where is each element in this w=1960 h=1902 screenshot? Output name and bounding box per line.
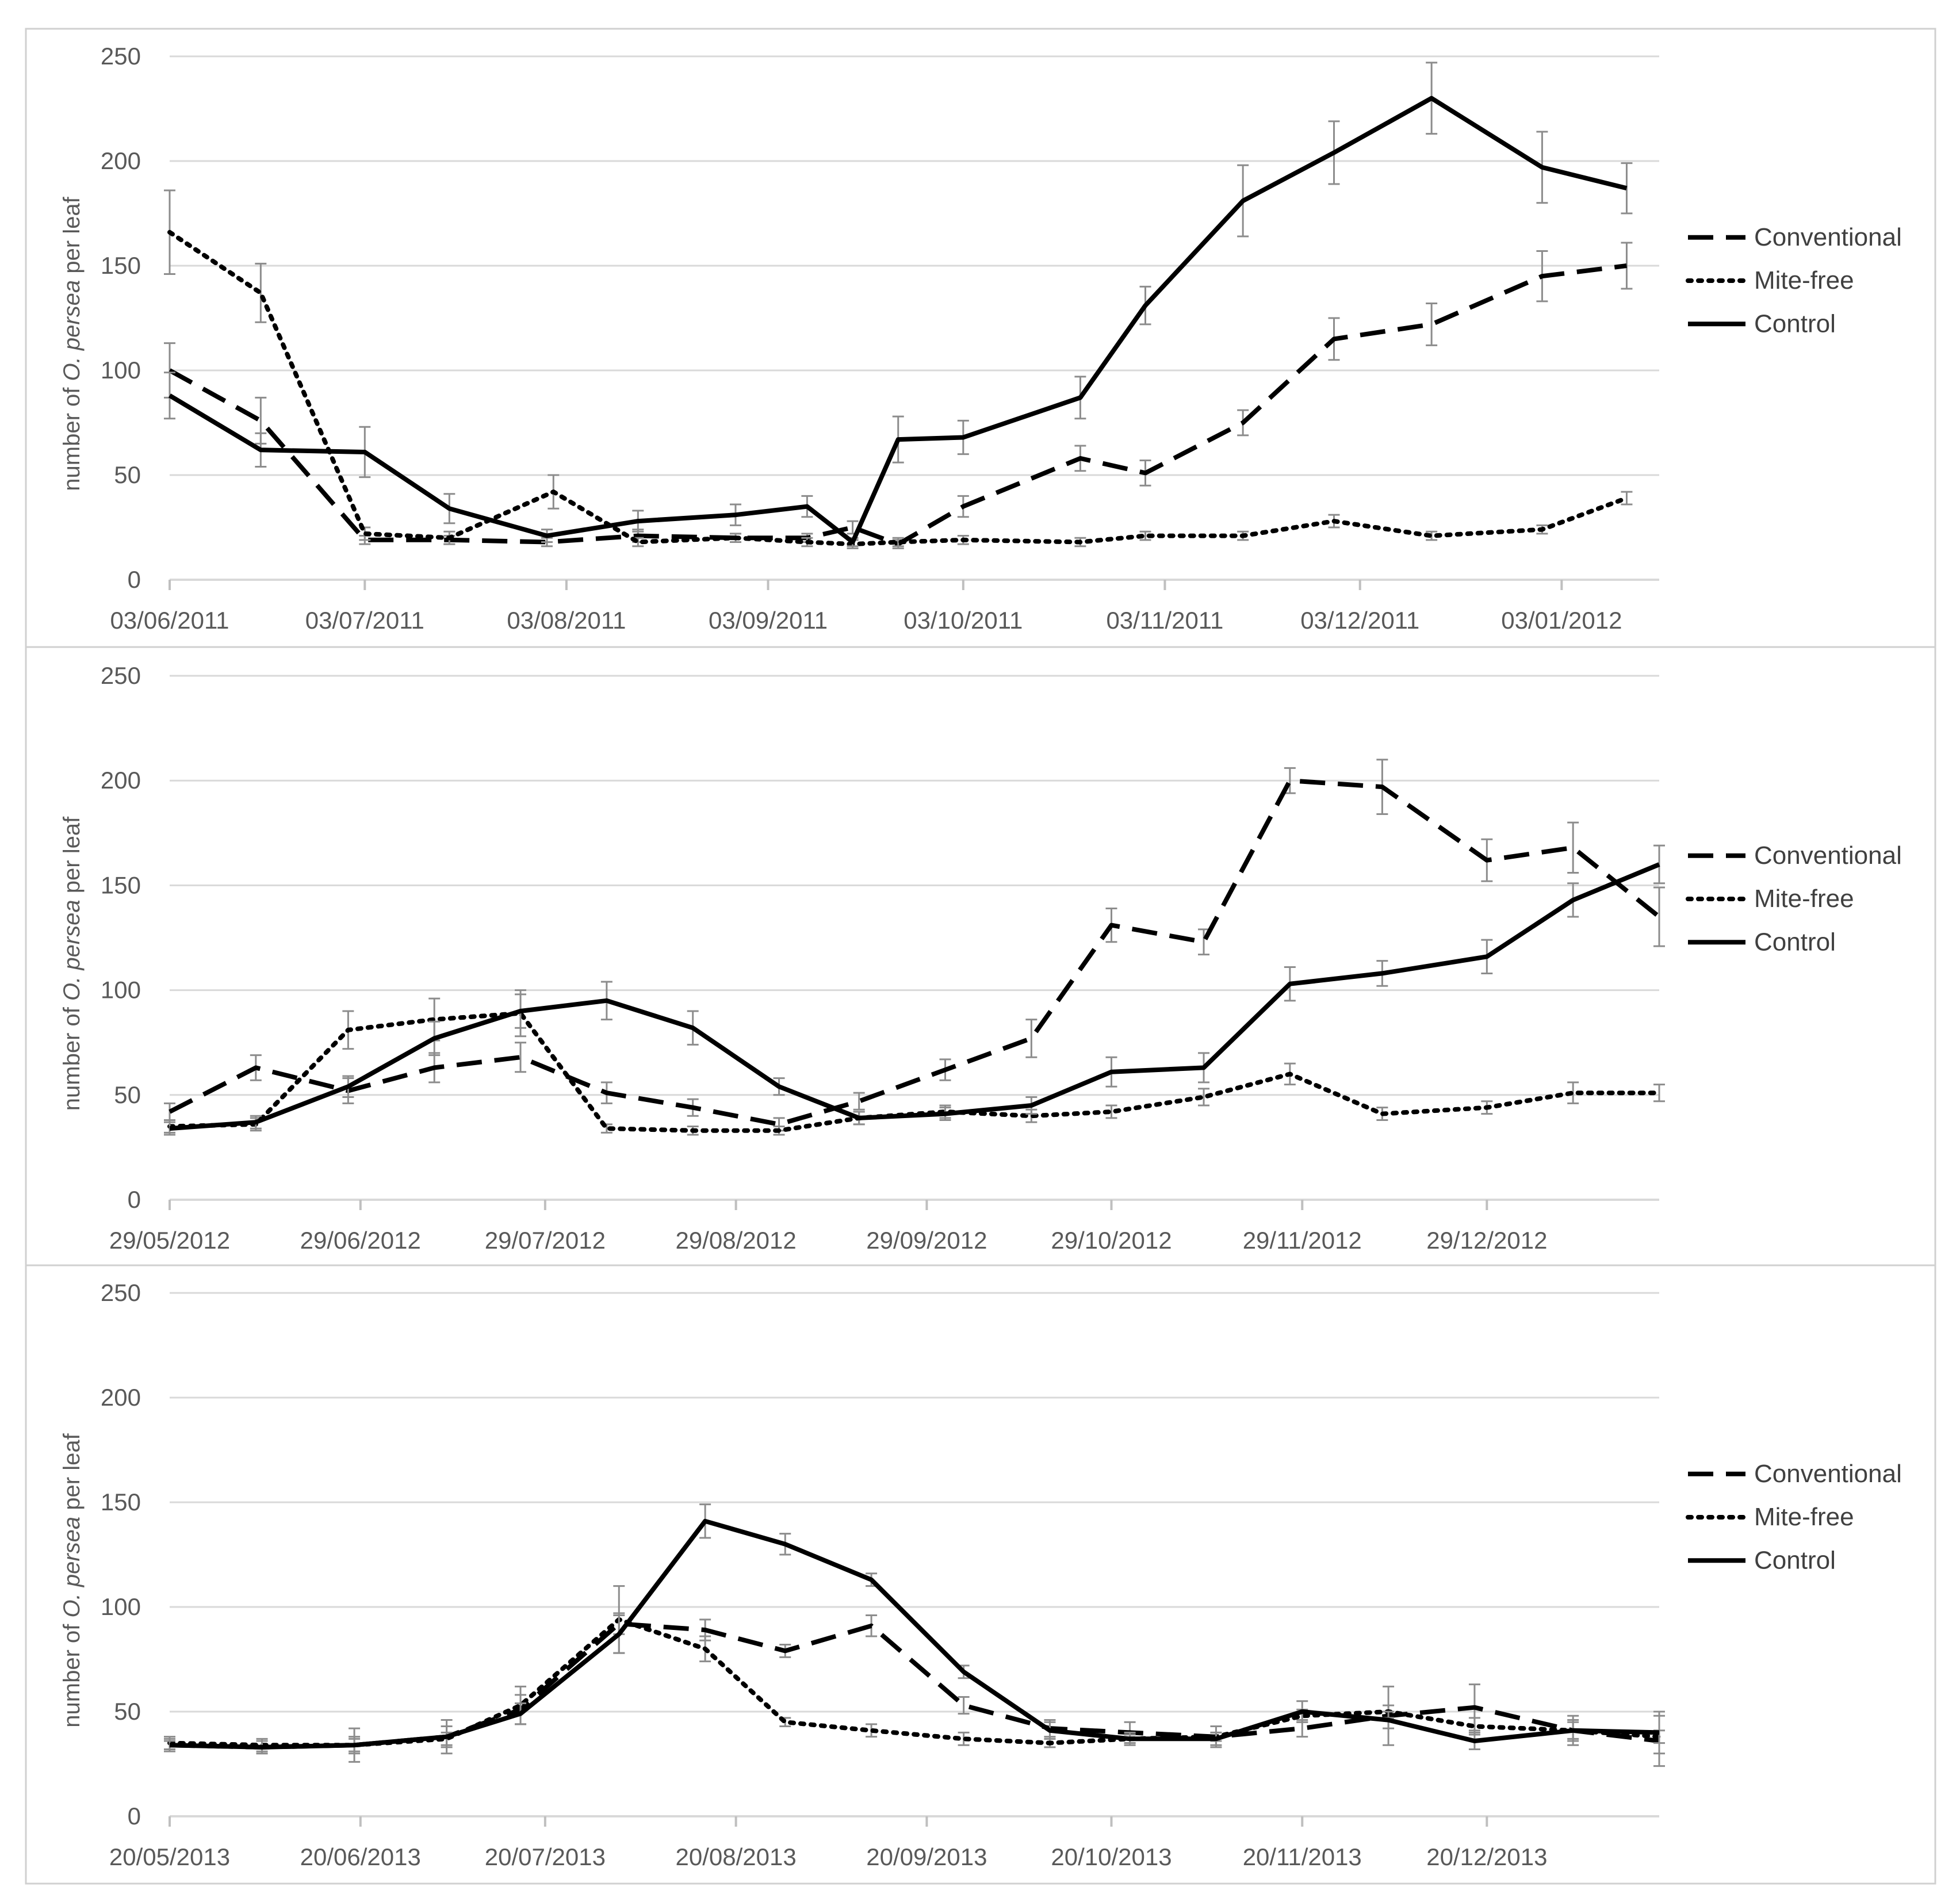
y-tick-label: 100: [101, 977, 141, 1004]
x-tick-label: 29/10/2012: [1051, 1227, 1172, 1254]
y-axis-title: number of O. persea per leaf: [59, 1433, 85, 1727]
panel-frame: [25, 1264, 1936, 1885]
y-axis-title-part: number of: [59, 1001, 85, 1111]
x-tick-label: 03/10/2011: [904, 607, 1023, 634]
chart-panel-3: 0 50 100 150 200 250 20/05/2013 20/06/2013 20/07…: [25, 1264, 1936, 1885]
x-tick-label: 20/10/2013: [1051, 1843, 1172, 1870]
series-line: [167, 229, 1629, 547]
y-tick-label: 150: [101, 1488, 141, 1516]
series-line: [169, 862, 1660, 1131]
x-tick-label: 03/06/2011: [110, 607, 229, 634]
y-tick-label: 50: [114, 1081, 141, 1108]
legend-label: Control: [1754, 928, 1836, 956]
x-tick-label: 29/11/2012: [1243, 1227, 1362, 1254]
y-axis-title-part: O. persea: [59, 280, 85, 381]
series-line: [169, 778, 1661, 1127]
x-tick-label: 03/08/2011: [507, 607, 626, 634]
x-tick-label: 03/09/2011: [709, 607, 828, 634]
legend-entry: Control: [1688, 928, 1836, 956]
legend-entry: Conventional: [1688, 223, 1902, 251]
series-control: [164, 62, 1633, 548]
y-axis-title-part: number of: [59, 1617, 85, 1727]
x-tick-label: 20/12/2013: [1426, 1843, 1547, 1870]
x-tick-label: 20/09/2013: [866, 1843, 987, 1870]
x-tick-label: 29/12/2012: [1426, 1227, 1547, 1254]
legend-label: Control: [1754, 1546, 1836, 1574]
y-tick-label: 150: [101, 252, 141, 279]
legend-entry: Mite-free: [1686, 1503, 1854, 1531]
x-tick-label: 20/05/2013: [109, 1843, 230, 1870]
chart-panel-2: 0 50 100 150 200 250 29/05/2012 29/06/2012 29/07…: [25, 646, 1936, 1266]
y-axis-title-part: O. persea: [59, 1517, 85, 1618]
x-tick-label: 29/06/2012: [300, 1227, 421, 1254]
series-mite-free: [164, 189, 1633, 549]
legend-entry: Conventional: [1688, 1460, 1902, 1488]
legend-label: Mite-free: [1754, 1503, 1854, 1531]
y-tick-label: 250: [101, 662, 141, 689]
series-line: [168, 95, 1628, 545]
y-axis-title: number of O. persea per leaf: [59, 816, 85, 1111]
y-axis-title-part: per leaf: [59, 196, 85, 280]
legend-entry: Mite-free: [1686, 885, 1854, 913]
x-tick-label: 03/11/2011: [1106, 607, 1223, 634]
x-tick-label: 20/08/2013: [676, 1843, 797, 1870]
legend-entry: Control: [1688, 1546, 1836, 1574]
series-control: [164, 1503, 1665, 1763]
series-line: [169, 1518, 1660, 1750]
x-tick-label: 29/07/2012: [485, 1227, 606, 1254]
x-tick-label: 20/07/2013: [485, 1843, 606, 1870]
y-axis-title-part: per leaf: [59, 1433, 85, 1516]
legend-label: Mite-free: [1754, 266, 1854, 294]
y-axis-title: number of O. persea per leaf: [59, 196, 85, 491]
x-tick-label: 20/11/2013: [1243, 1843, 1362, 1870]
legend-label: Conventional: [1754, 223, 1902, 251]
x-tick-label: 29/08/2012: [676, 1227, 797, 1254]
y-tick-label: 100: [101, 357, 141, 384]
y-tick-label: 250: [101, 43, 141, 70]
x-tick-label: 03/01/2012: [1501, 607, 1622, 634]
y-tick-label: 250: [101, 1279, 141, 1306]
series-control: [164, 844, 1665, 1136]
y-tick-label: 50: [114, 1698, 141, 1725]
legend-label: Conventional: [1754, 841, 1902, 870]
y-axis-title-part: number of: [59, 381, 85, 491]
legend-label: Control: [1754, 309, 1836, 338]
series-conventional: [164, 759, 1665, 1132]
legend-entry: Mite-free: [1686, 266, 1854, 294]
y-axis-title-part: per leaf: [59, 816, 85, 900]
x-tick-label: 20/06/2013: [300, 1843, 421, 1870]
x-tick-label: 29/09/2012: [866, 1227, 987, 1254]
y-tick-label: 200: [101, 767, 141, 794]
y-tick-label: 50: [114, 461, 141, 488]
x-tick-label: 29/05/2012: [109, 1227, 230, 1254]
legend-label: Conventional: [1754, 1460, 1902, 1488]
series-line: [169, 263, 1627, 547]
x-tick-label: 03/12/2011: [1300, 607, 1419, 634]
legend-label: Mite-free: [1754, 885, 1854, 913]
y-tick-label: 100: [101, 1593, 141, 1620]
legend-entry: Control: [1688, 309, 1836, 338]
x-tick-label: 03/07/2011: [305, 607, 424, 634]
y-tick-label: 200: [101, 1384, 141, 1411]
y-tick-label: 0: [128, 566, 141, 593]
y-tick-label: 0: [128, 1803, 141, 1830]
y-tick-label: 150: [101, 871, 141, 898]
chart-panel-1: 0 50 100 150 200 250 03/06/2011 03/07/2011 03/08…: [25, 28, 1936, 648]
legend-entry: Conventional: [1688, 841, 1902, 870]
y-axis-title-part: O. persea: [59, 900, 85, 1001]
y-tick-label: 0: [128, 1186, 141, 1213]
y-tick-label: 200: [101, 147, 141, 174]
